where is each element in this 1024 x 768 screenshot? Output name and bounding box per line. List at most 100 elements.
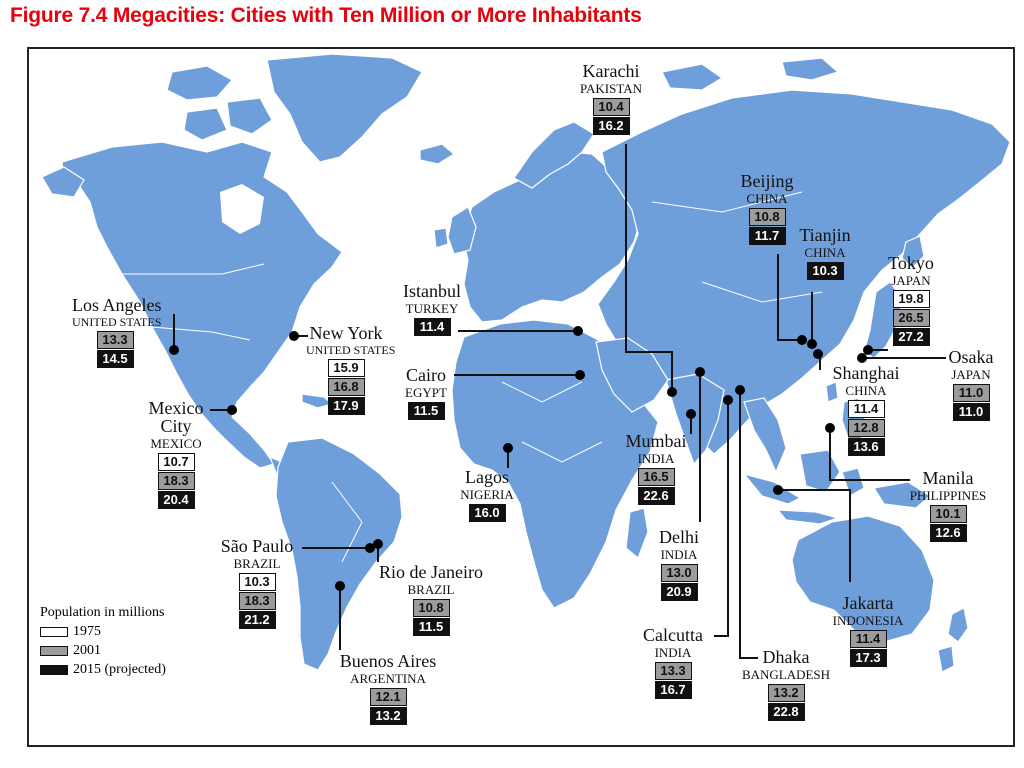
value-2015: 17.3 xyxy=(849,649,887,667)
value-2001: 13.0 xyxy=(660,564,698,582)
value-2015: 27.2 xyxy=(892,328,930,346)
city-tokyo: Tokyo JAPAN 19.8 26.5 27.2 xyxy=(876,254,946,347)
manila-marker xyxy=(825,423,835,433)
osaka-marker xyxy=(857,353,867,363)
legend-label: 2001 xyxy=(73,643,101,658)
tianjin-marker xyxy=(807,339,817,349)
south-america xyxy=(275,437,403,671)
city-country: MEXICO xyxy=(150,436,202,451)
city-beijing: Beijing CHINA 10.8 11.7 xyxy=(732,172,802,246)
city-country: CHINA xyxy=(804,245,846,260)
value-2015: 21.2 xyxy=(238,611,276,629)
city-country: INDIA xyxy=(654,645,692,660)
value-2015: 11.0 xyxy=(952,403,990,421)
value-2015: 16.2 xyxy=(592,117,630,135)
value-2001: 26.5 xyxy=(892,309,930,327)
city-name: Mexico City xyxy=(148,398,204,436)
city-rio-de-janeiro: Rio de Janeiro BRAZIL 10.8 11.5 xyxy=(370,563,492,637)
city-sao-paulo: São Paulo BRAZIL 10.3 18.3 21.2 xyxy=(212,537,302,630)
city-country: EGYPT xyxy=(405,385,447,400)
city-delhi: Delhi INDIA 13.0 20.9 xyxy=(650,528,708,602)
value-2001: 10.4 xyxy=(592,98,630,116)
value-2015: 11.7 xyxy=(748,227,786,245)
value-2015: 16.0 xyxy=(468,504,506,522)
value-1975: 10.7 xyxy=(157,453,195,471)
city-country: INDIA xyxy=(637,451,675,466)
city-name: Dhaka xyxy=(762,647,810,667)
legend-title: Population in millions xyxy=(40,605,165,620)
city-manila: Manila PHILIPPINES 10.1 12.6 xyxy=(896,469,1000,543)
value-2015: 11.4 xyxy=(413,318,451,336)
legend-item-2015: 2015 (projected) xyxy=(40,662,166,678)
map-land xyxy=(41,53,1011,673)
legend-item-2001: 2001 xyxy=(40,643,166,659)
city-name: Los Angeles xyxy=(72,295,162,315)
city-name: São Paulo xyxy=(220,536,294,556)
legend-label: 2015 (projected) xyxy=(73,662,166,677)
karachi-marker xyxy=(667,387,677,397)
city-country: ARGENTINA xyxy=(350,671,426,686)
cairo-marker xyxy=(575,370,585,380)
legend: Population in millions 1975 2001 2015 (p… xyxy=(40,605,166,678)
los-angeles-marker xyxy=(169,345,179,355)
world-map xyxy=(27,47,1015,747)
city-name: Cairo xyxy=(406,365,446,385)
city-name: Mumbai xyxy=(625,431,687,451)
value-2001: 16.8 xyxy=(327,378,365,396)
beijing-marker xyxy=(797,335,807,345)
city-name: Karachi xyxy=(582,61,640,81)
city-name: Beijing xyxy=(740,171,794,191)
city-shanghai: Shanghai CHINA 11.4 12.8 13.6 xyxy=(822,364,910,457)
city-name: Istanbul xyxy=(403,281,461,301)
value-2015: 13.2 xyxy=(369,707,407,725)
legend-swatch-1975 xyxy=(40,627,68,637)
city-country: UNITED STATES xyxy=(306,343,396,357)
value-2015: 11.5 xyxy=(412,618,450,636)
asia xyxy=(597,89,1011,455)
value-2001: 13.2 xyxy=(767,684,805,702)
calcutta-marker xyxy=(723,395,733,405)
value-2015: 12.6 xyxy=(929,524,967,542)
value-1975: 19.8 xyxy=(892,290,930,308)
buenos-aires-marker xyxy=(335,581,345,591)
city-jakarta: Jakarta INDONESIA 11.4 17.3 xyxy=(822,594,914,668)
city-country: INDONESIA xyxy=(832,613,904,628)
value-2001: 11.0 xyxy=(952,384,990,402)
value-1975: 15.9 xyxy=(327,359,365,377)
mumbai-marker xyxy=(686,409,696,419)
city-country: INDIA xyxy=(660,547,698,562)
city-los-angeles: Los Angeles UNITED STATES 13.3 14.5 xyxy=(72,295,162,369)
figure-title: Figure 7.4 Megacities: Cities with Ten M… xyxy=(10,4,642,27)
city-name: Tokyo xyxy=(888,253,934,273)
city-name: Rio de Janeiro xyxy=(379,562,483,582)
city-name: New York xyxy=(309,323,383,343)
city-name: Calcutta xyxy=(643,625,703,645)
city-istanbul: Istanbul TURKEY 11.4 xyxy=(392,282,472,337)
legend-label: 1975 xyxy=(73,624,101,639)
city-tianjin: Tianjin CHINA 10.3 xyxy=(790,226,860,281)
value-2001: 16.5 xyxy=(637,468,675,486)
city-name: Buenos Aires xyxy=(339,651,437,671)
istanbul-marker xyxy=(573,326,583,336)
city-country: UNITED STATES xyxy=(72,315,162,329)
city-karachi: Karachi PAKISTAN 10.4 16.2 xyxy=(574,62,648,136)
value-2015: 20.4 xyxy=(157,491,195,509)
city-mumbai: Mumbai INDIA 16.5 22.6 xyxy=(620,432,692,506)
sao-paulo-marker xyxy=(365,543,375,553)
city-lagos: Lagos NIGERIA 16.0 xyxy=(452,468,522,523)
lagos-marker xyxy=(503,443,513,453)
city-osaka: Osaka JAPAN 11.0 11.0 xyxy=(938,348,1004,422)
new-york-marker xyxy=(289,331,299,341)
value-2001: 18.3 xyxy=(157,472,195,490)
value-2001: 13.3 xyxy=(96,331,134,349)
value-2015: 17.9 xyxy=(327,397,365,415)
city-name: Osaka xyxy=(948,347,994,367)
dhaka-marker xyxy=(735,385,745,395)
city-country: CHINA xyxy=(845,383,887,398)
north-america xyxy=(61,141,343,469)
city-name: Tianjin xyxy=(799,225,851,245)
value-2001: 13.3 xyxy=(654,662,692,680)
value-2015: 11.5 xyxy=(407,402,445,420)
city-country: JAPAN xyxy=(891,273,931,288)
legend-item-1975: 1975 xyxy=(40,624,166,640)
